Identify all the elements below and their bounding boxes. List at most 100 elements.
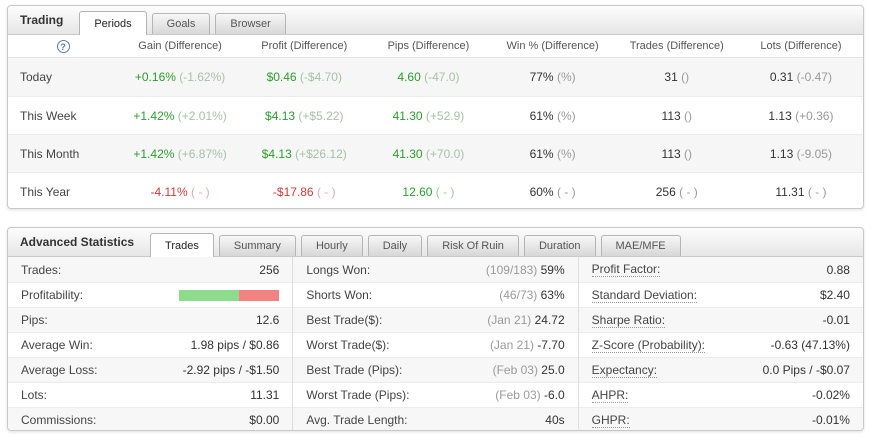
- stat-label[interactable]: GHPR:: [591, 412, 630, 428]
- row-label: This Year: [20, 184, 71, 199]
- stat-value: (109/183) 59%: [486, 263, 565, 277]
- stat-value-prefix: (Jan 21): [487, 313, 535, 327]
- stat-label[interactable]: AHPR:: [591, 387, 629, 403]
- table-cell: 41.30 (+52.9): [366, 109, 490, 123]
- column-header-gain-difference: Gain (Difference): [138, 40, 222, 52]
- stat-value-main: -0.01%: [811, 413, 850, 427]
- stats-tab-summary[interactable]: Summary: [218, 235, 296, 256]
- stat-value-main: 1.98 pips / $0.86: [190, 338, 280, 352]
- cell-value: 61%: [529, 108, 554, 123]
- stats-tab-mae-mfe[interactable]: MAE/MFE: [600, 235, 681, 256]
- cell-diff: (%): [553, 146, 576, 161]
- help-column-header: ?: [8, 39, 118, 53]
- stat-label[interactable]: Z-Score (Probability):: [591, 337, 706, 353]
- stat-label[interactable]: Sharpe Ratio:: [591, 312, 666, 328]
- stat-label: Trades:: [21, 262, 62, 277]
- stat-row-average-win: Average Win: 1.98 pips / $0.86: [8, 332, 293, 357]
- stat-value: -0.01: [823, 313, 850, 327]
- cell-diff: ( - ): [804, 184, 827, 199]
- stat-value: -2.92 pips / -$1.50: [183, 363, 280, 377]
- cell-diff: (-$4.70): [296, 70, 342, 84]
- table-cell: $0.46 (-$4.70): [242, 70, 366, 84]
- cell-diff: (+0.36): [791, 108, 834, 123]
- cell-value: 1.13: [768, 108, 792, 123]
- cell-diff: ( - ): [432, 184, 455, 199]
- stats-column-3: Profit Factor: 0.88 Standard Deviation: $2.…: [577, 257, 863, 430]
- stat-label[interactable]: Standard Deviation:: [591, 287, 698, 303]
- stat-label: Best Trade (Pips):: [306, 363, 403, 377]
- stat-row-average-loss: Average Loss: -2.92 pips / -$1.50: [8, 357, 293, 382]
- stat-label[interactable]: Expectancy:: [591, 362, 658, 378]
- help-icon[interactable]: ?: [56, 39, 70, 53]
- stat-label: Pips:: [21, 313, 48, 327]
- stat-row-lots: Lots: 11.31: [8, 382, 293, 407]
- stat-row-ahpr: AHPR: -0.02%: [578, 382, 863, 407]
- stat-value: -0.02%: [812, 388, 850, 402]
- trading-tab-goals[interactable]: Goals: [151, 13, 211, 34]
- stat-row-worst-trade: Worst Trade($): (Jan 21) -7.70: [293, 332, 578, 357]
- table-cell: 11.31 ( - ): [739, 185, 863, 199]
- cell-diff: (+$26.12): [291, 146, 347, 161]
- stat-value: $0.00: [249, 413, 279, 427]
- row-label: Today: [20, 70, 53, 84]
- stat-value-main: -6.0: [543, 388, 565, 402]
- stat-value-main: $0.00: [249, 413, 280, 427]
- stat-value-main: -0.63 (47.13%): [770, 338, 850, 352]
- cell-diff: (%): [553, 108, 576, 123]
- table-cell: 256 ( - ): [615, 185, 739, 199]
- stat-value-main: 59%: [540, 262, 565, 277]
- stats-tab-daily[interactable]: Daily: [367, 235, 423, 256]
- stat-value: (Feb 03) 25.0: [493, 363, 565, 377]
- cell-value: 60%: [529, 184, 554, 199]
- cell-diff: (-47.0): [420, 70, 460, 84]
- table-cell: 0.31 (-0.47): [739, 70, 863, 84]
- table-cell: -$17.86 ( - ): [242, 185, 366, 199]
- stat-label: Worst Trade (Pips):: [306, 388, 410, 402]
- stats-tabs: Trades Summary Hourly Daily Risk Of Ruin Dura…: [150, 228, 686, 257]
- cell-value: 31: [664, 70, 678, 84]
- cell-diff: (-0.47): [793, 70, 832, 84]
- stat-value: 12.6: [256, 313, 279, 327]
- stat-row-longs-won: Longs Won: (109/183) 59%: [293, 257, 578, 282]
- stat-value-main: 12.6: [255, 313, 280, 327]
- stats-tab-trades[interactable]: Trades: [150, 233, 214, 257]
- stat-label: Longs Won:: [306, 262, 371, 277]
- trading-tab-periods[interactable]: Periods: [79, 11, 147, 35]
- column-header-trades-difference: Trades (Difference): [629, 40, 724, 52]
- cell-value: +1.42%: [133, 146, 175, 161]
- table-row-this-month: This Month +1.42% (+6.87%) $4.13 (+$26.12)…: [8, 134, 863, 172]
- table-cell: 41.30 (+70.0): [366, 147, 490, 161]
- profitability-win-segment: [179, 289, 240, 301]
- stat-row-shorts-won: Shorts Won: (46/73) 63%: [293, 282, 578, 307]
- stat-label: Lots:: [21, 388, 48, 402]
- profitability-loss-segment: [239, 289, 280, 301]
- stats-column-1: Trades: 256 Profitability: Pips: 12.6 Average…: [8, 257, 293, 430]
- stat-value-main: -0.01: [822, 313, 850, 327]
- stat-label: Average Loss:: [21, 363, 98, 377]
- stat-value: (Jan 21) -7.70: [490, 338, 565, 352]
- table-cell: +1.42% (+2.01%): [118, 109, 242, 123]
- cell-diff: ( - ): [553, 184, 576, 199]
- profitability-bar: [179, 289, 280, 301]
- trading-tab-browser[interactable]: Browser: [215, 13, 286, 34]
- stat-row-worst-trade-pips: Worst Trade (Pips): (Feb 03) -6.0: [293, 382, 578, 407]
- cell-diff: (-9.05): [793, 146, 832, 161]
- stat-value-prefix: (109/183): [485, 262, 541, 277]
- stat-value: (46/73) 63%: [499, 288, 564, 302]
- stat-value: 40s: [545, 413, 564, 427]
- stat-label[interactable]: Profit Factor:: [591, 262, 661, 277]
- stats-tab-hourly[interactable]: Hourly: [300, 235, 363, 256]
- cell-value: 41.30: [392, 108, 423, 123]
- stats-tab-duration[interactable]: Duration: [523, 235, 596, 256]
- stat-value-prefix: (46/73): [499, 288, 541, 302]
- stat-value-prefix: (Feb 03): [495, 388, 544, 402]
- cell-diff: ( - ): [313, 184, 336, 199]
- stats-tab-risk-of-ruin[interactable]: Risk Of Ruin: [427, 235, 519, 256]
- table-cell: 61% (%): [491, 109, 615, 123]
- table-cell: 113 (): [615, 147, 739, 161]
- column-header-lots-difference: Lots (Difference): [760, 40, 842, 52]
- table-row-this-week: This Week +1.42% (+2.01%) $4.13 (+$5.22) 41…: [8, 96, 863, 134]
- cell-diff: (-1.62%): [175, 70, 226, 84]
- cell-value: -$17.86: [272, 184, 314, 199]
- stat-value-main: $2.40: [819, 288, 850, 302]
